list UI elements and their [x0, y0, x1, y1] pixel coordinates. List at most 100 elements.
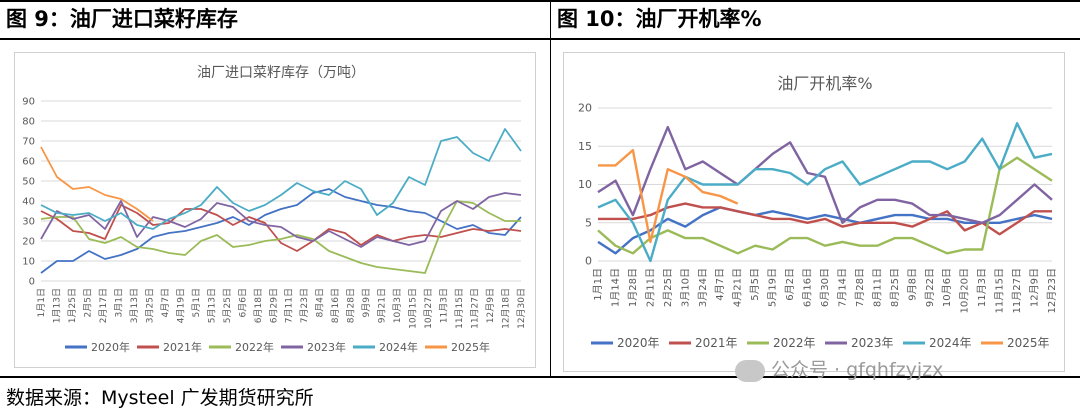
x-tick-label: 8月25日	[889, 268, 901, 307]
y-tick-label: 50	[22, 177, 35, 188]
legend-label: 2023年	[851, 336, 894, 350]
x-tick-label: 6月16日	[802, 268, 814, 307]
x-tick-label: 8月11日	[871, 268, 883, 307]
x-tick-label: 9月9日	[361, 288, 372, 317]
x-tick-label: 3月10日	[679, 268, 691, 307]
x-tick-label: 2月25日	[662, 268, 674, 307]
x-tick-label: 3月1日	[113, 288, 124, 317]
y-tick-label: 0	[585, 255, 592, 268]
x-tick-label: 11月15日	[994, 268, 1006, 313]
x-tick-label: 8月4日	[315, 288, 326, 317]
x-tick-label: 3月25日	[144, 288, 155, 323]
crush-rate-chart: 油厂开机率% 0 5 10 15 20 1月1日 1月14日 1月28日 2月11日 2月25日 3月…	[563, 52, 1065, 372]
wechat-icon	[735, 359, 765, 382]
series-line	[597, 125, 1053, 225]
x-tick-label: 12月9日	[1029, 268, 1041, 307]
y-tick-label: 60	[22, 157, 35, 168]
series-line	[40, 200, 521, 274]
chart-title: 油厂开机率%	[777, 74, 872, 93]
x-tick-label: 8月28日	[346, 288, 357, 323]
report-frame	[0, 0, 1080, 378]
legend-label: 2021年	[695, 336, 738, 350]
x-tick-label: 10月27日	[423, 288, 434, 329]
x-tick-label: 11月3日	[439, 288, 450, 323]
series-line	[40, 128, 522, 230]
x-tick-label: 4月7日	[714, 268, 726, 301]
x-tick-label: 3月13日	[129, 288, 140, 323]
x-tick-label: 5月25日	[222, 288, 233, 323]
x-tick-label: 12月30日	[516, 288, 527, 329]
panel-divider	[550, 0, 551, 378]
y-tick-label: 20	[22, 237, 35, 248]
x-tick-label: 4月7日	[160, 288, 171, 317]
x-tick-label: 1月1日	[36, 288, 47, 317]
x-tick-label: 9月22日	[924, 268, 936, 307]
legend-label: 2022年	[235, 340, 274, 354]
x-tick-label: 6月6日	[237, 288, 248, 317]
series-line	[598, 202, 1052, 236]
x-tick-label: 6月18日	[253, 288, 264, 323]
legend-label: 2022年	[773, 336, 816, 350]
series-line	[40, 204, 522, 252]
x-tick-label: 5月19日	[767, 268, 779, 307]
x-tick-label: 1月1日	[592, 268, 604, 301]
x-tick-label: 1月28日	[627, 268, 639, 307]
x-tick-label: 7月14日	[836, 268, 848, 307]
series-line	[40, 188, 522, 274]
x-tick-label: 4月21日	[732, 268, 744, 307]
x-tick-label: 10月6日	[941, 268, 953, 307]
rapeseed-inventory-chart: 油厂进口菜籽库存（万吨） 0 10 20 30 40 50 60 70 80 90 1月1日 1月13日…	[14, 52, 536, 368]
series-line	[598, 148, 739, 244]
x-tick-label: 1月14日	[609, 268, 621, 307]
x-tick-label: 1月25日	[67, 288, 78, 323]
x-tick-label: 3月24日	[697, 268, 709, 307]
legend-label: 2023年	[307, 340, 346, 354]
series-line	[597, 122, 1053, 263]
x-tick-label: 1月13日	[51, 288, 62, 323]
x-tick-label: 11月3日	[976, 268, 988, 307]
y-tick-label: 30	[22, 217, 35, 228]
legend-label: 2025年	[1007, 336, 1050, 350]
series-line	[597, 206, 1053, 255]
rapeseed-inventory-svg: 油厂进口菜籽库存（万吨） 0 10 20 30 40 50 60 70 80 90 1月1日 1月13日…	[22, 65, 527, 354]
x-tick-label: 2月11日	[644, 268, 656, 307]
y-tick-label: 10	[22, 257, 35, 268]
x-tick-label: 8月16日	[330, 288, 341, 323]
y-tick-label: 40	[22, 197, 35, 208]
y-tick-label: 90	[22, 97, 35, 108]
legend-label: 2020年	[91, 340, 130, 354]
legend-label: 2025年	[451, 340, 490, 354]
x-tick-label: 5月5日	[749, 268, 761, 301]
legend-label: 2024年	[379, 340, 418, 354]
x-tick-label: 10月15日	[408, 288, 419, 329]
x-tick-label: 7月11日	[284, 288, 295, 323]
y-tick-label: 0	[29, 277, 35, 288]
series-line	[40, 146, 154, 222]
figure-10-title: 图 10：油厂开机率%	[551, 0, 1080, 40]
x-tick-label: 6月30日	[819, 268, 831, 307]
figure-9-title: 图 9：油厂进口菜籽库存	[0, 0, 550, 40]
y-tick-label: 10	[578, 178, 592, 191]
x-tick-label: 12月18日	[501, 288, 512, 329]
x-tick-label: 7月28日	[854, 268, 866, 307]
watermark-text: 公众号 · gfqhfzyjzx	[771, 359, 944, 381]
data-source-note: 数据来源：Mysteel 广发期货研究所	[6, 387, 314, 409]
x-tick-label: 12月9日	[485, 288, 496, 323]
y-tick-label: 70	[22, 137, 35, 148]
legend-label: 2020年	[617, 336, 660, 350]
x-tick-label: 9月8日	[906, 268, 918, 301]
x-tick-label: 7月23日	[299, 288, 310, 323]
x-tick-label: 11月27日	[1011, 268, 1023, 313]
x-tick-label: 10月20日	[959, 268, 971, 313]
x-tick-label: 11月15日	[454, 288, 465, 329]
legend-label: 2021年	[163, 340, 202, 354]
legend-label: 2024年	[929, 336, 972, 350]
x-tick-label: 5月13日	[206, 288, 217, 323]
x-tick-label: 6月2日	[784, 268, 796, 301]
x-tick-label: 9月21日	[377, 288, 388, 323]
crush-rate-svg: 油厂开机率% 0 5 10 15 20 1月1日 1月14日 1月28日 2月11日 2月25日 3月…	[578, 74, 1058, 350]
x-tick-label: 5月1日	[191, 288, 202, 317]
y-tick-label: 5	[585, 216, 592, 229]
x-tick-label: 6月29日	[268, 288, 279, 323]
y-tick-label: 20	[578, 102, 592, 115]
